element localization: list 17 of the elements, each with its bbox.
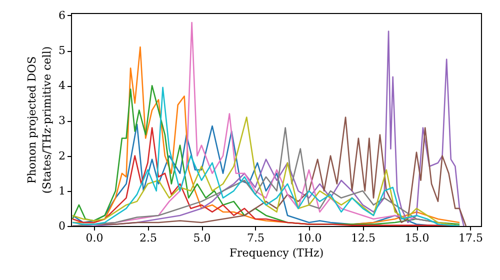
x-tick-label: 2.5: [140, 232, 158, 244]
y-tick-label: 1: [58, 184, 66, 198]
x-tick-label: 5.0: [193, 232, 211, 244]
y-tick-label: 0: [58, 220, 66, 232]
x-tick-label: 15.0: [404, 232, 430, 244]
y-tick-label: 4: [58, 79, 66, 92]
x-tick-label: 12.5: [351, 232, 376, 244]
y-axis-title: Phonon projected DOS (States/THz·primitive cell): [26, 46, 54, 194]
x-tick-label: 17.5: [458, 232, 483, 244]
y-tick-label: 5: [58, 44, 66, 58]
x-tick-label: 0.0: [86, 232, 104, 244]
y-tick-label: 3: [58, 114, 66, 128]
y-tick-label: 2: [58, 149, 66, 162]
x-axis-title: Frequency (THz): [229, 246, 324, 260]
x-tick-label: 10.0: [297, 232, 322, 244]
y-tick-label: 6: [58, 8, 66, 22]
x-tick-label: 7.5: [247, 232, 265, 244]
